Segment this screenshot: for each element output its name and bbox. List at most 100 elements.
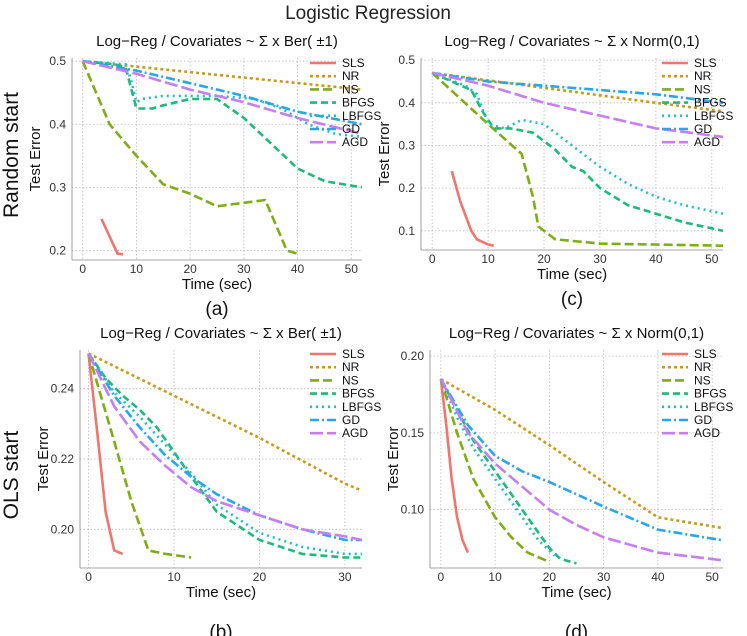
y-tick-label: 0.20 [401,349,425,363]
series-line-ns [87,353,192,559]
legend-label-lbfgs: LBFGS [694,109,733,123]
legend-label-sls: SLS [342,347,365,361]
x-tick-label: 20 [543,570,557,584]
figure-title: Logistic Regression [285,3,451,24]
series-line-lbfgs [82,59,362,139]
y-tick-label: 0.5 [398,53,415,67]
legend-label-nr: NR [694,360,712,374]
series-line-ns [81,60,298,255]
panel-b: 0.20 0.22 0.24 0 10 20 30 Log−Reg / Covariates … [35,325,381,636]
y-tick-label: 0.20 [51,522,75,536]
series-line-agd [431,71,723,139]
series-line-gd [439,378,723,542]
legend-label-gd: GD [342,122,360,136]
x-tick-label: 30 [597,570,611,584]
legend-label-ns: NS [342,373,359,387]
legend-label-agd: AGD [694,426,720,440]
y-tick-label: 0.3 [49,180,66,194]
y-tick-label: 0.5 [49,54,66,68]
x-tick-label: 50 [705,252,719,266]
y-tick-label: 0.10 [401,503,425,517]
legend-label-ns: NS [694,82,711,96]
legend-label-bfgs: BFGS [694,387,727,401]
y-tick-label: 0.22 [51,452,75,466]
y-tick-label: 0.4 [398,96,415,110]
legend-label-gd: GD [694,122,712,136]
series-line-agd [82,59,362,136]
x-tick-label: 20 [183,262,197,276]
x-tick-label: 10 [167,570,181,584]
series-line-bfgs [431,71,723,233]
panel-title: Log−Reg / Covariates ~ Σ x Norm(0,1) [449,325,704,342]
legend-label-gd: GD [342,413,360,427]
x-tick-label: 50 [705,570,719,584]
series-group [87,352,362,559]
legend-label-agd: AGD [342,426,368,440]
row-label-ols-start: OLS start [0,430,23,519]
y-tick-label: 0.2 [398,181,415,195]
series-line-bfgs [87,352,362,559]
series-line-gd [432,71,723,105]
x-axis-label: Time (sec) [186,584,256,601]
panel-title: Log−Reg / Covariates ~ Σ x Ber( ±1) [96,33,338,50]
panel-label: (a) [205,299,228,320]
legend-label-agd: AGD [342,135,368,149]
y-tick-label: 0.4 [49,117,66,131]
series-line-sls [439,379,470,554]
legend-label-nr: NR [342,69,360,83]
x-tick-label: 30 [338,570,352,584]
series-line-agd [439,378,723,562]
series-line-sls [87,353,124,556]
legend-label-ns: NS [342,82,359,96]
series-line-gd [82,59,362,126]
y-tick-label: 0.15 [401,426,425,440]
x-tick-label: 10 [130,262,144,276]
series-group [81,59,362,256]
panel-label: (d) [565,622,588,636]
panel-a: 0.2 0.3 0.4 0.5 0 10 20 30 40 50 Log−Reg / Covaria… [27,33,381,320]
series-group [431,71,723,247]
x-tick-label: 0 [438,570,445,584]
series-line-nr [440,378,723,530]
series-line-ns [431,71,723,247]
panel-label: (b) [209,622,232,636]
x-tick-label: 50 [345,262,359,276]
legend-label-lbfgs: LBFGS [342,109,381,123]
legend-label-nr: NR [342,360,360,374]
x-tick-label: 20 [537,252,551,266]
y-axis-label: Test Error [35,426,52,491]
legend-label-sls: SLS [342,56,365,70]
x-tick-label: 10 [488,570,502,584]
x-tick-label: 40 [649,252,663,266]
x-tick-label: 20 [253,570,267,584]
series-line-lbfgs [87,352,362,556]
x-tick-label: 30 [237,262,251,276]
x-tick-label: 10 [481,252,495,266]
legend-label-ns: NS [694,373,711,387]
y-tick-label: 0.3 [398,138,415,152]
legend-label-bfgs: BFGS [694,96,727,110]
panel-c: 0.1 0.2 0.3 0.4 0.5 0 10 20 30 40 50 Log−Reg / Cova… [376,33,733,310]
panel-title: Log−Reg / Covariates ~ Σ x Ber( ±1) [100,325,342,342]
x-tick-label: 30 [593,252,607,266]
legend-label-bfgs: BFGS [342,96,375,110]
series-line-sls [450,170,494,247]
x-tick-label: 40 [291,262,305,276]
series-line-nr [82,59,362,91]
series-line-ns [439,378,550,564]
panel-label: (c) [561,289,583,310]
legend-label-lbfgs: LBFGS [694,400,733,414]
row-label-random-start: Random start [0,92,23,218]
series-line-sls [100,218,124,256]
x-axis-label: Time (sec) [182,276,252,293]
legend-label-bfgs: BFGS [342,387,375,401]
y-tick-label: 0.24 [51,382,75,396]
panel-title: Log−Reg / Covariates ~ Σ x Norm(0,1) [444,33,699,50]
legend-label-sls: SLS [694,347,717,361]
x-tick-label: 0 [429,252,436,266]
x-axis-label: Time (sec) [541,584,611,601]
series-line-nr [87,352,362,492]
series-line-gd [87,352,362,542]
x-axis-label: Time (sec) [537,266,607,283]
legend-label-sls: SLS [694,56,717,70]
